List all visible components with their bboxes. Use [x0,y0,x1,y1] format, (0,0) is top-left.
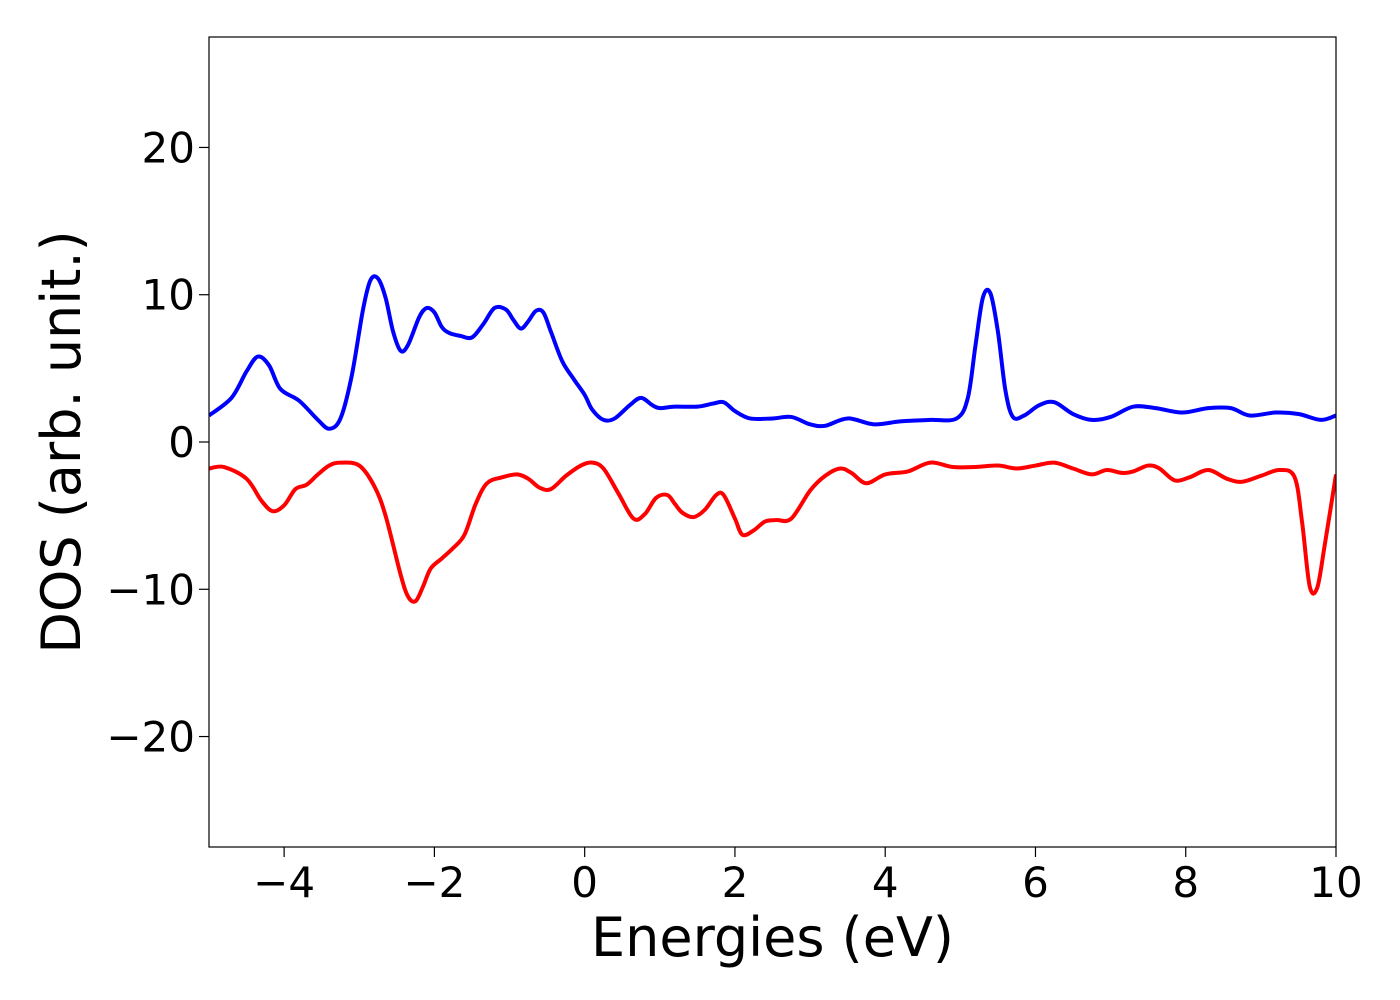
x-tick-label: 2 [722,858,749,907]
plot-series [209,274,1336,604]
y-axis-ticks: −20 −10 0 10 20 [106,123,209,762]
plot-frame [208,36,1337,848]
y-axis-title: DOS (arb. unit.) [30,230,93,653]
y-tick-label: −20 [106,713,195,762]
x-tick-label: 8 [1172,858,1199,907]
x-tick-label: 6 [1022,858,1049,907]
x-tick-label: −4 [253,858,315,907]
y-tick-label: −10 [106,565,195,614]
x-tick-label: 10 [1309,858,1362,907]
x-tick-label: 4 [872,858,899,907]
x-axis-ticks: −4 −2 0 2 4 6 8 10 [253,847,1363,907]
x-tick-label: 0 [571,858,598,907]
x-axis-title: Energies (eV) [591,906,954,969]
series-line-2 [209,460,1336,604]
y-tick-label: 0 [168,418,195,467]
x-tick-label: −2 [403,858,465,907]
series-line-1 [209,274,1336,431]
y-tick-label: 10 [142,271,195,320]
y-tick-label: 20 [142,123,195,172]
